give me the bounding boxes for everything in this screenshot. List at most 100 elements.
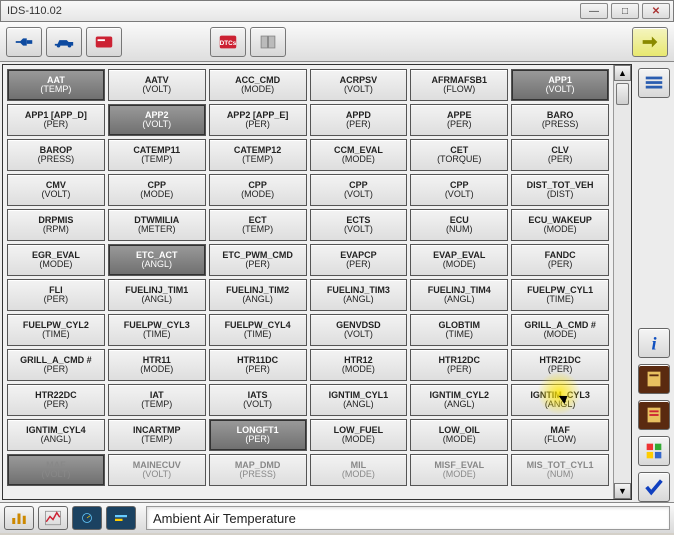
param-cell[interactable]: MISF_EVAL(MODE): [410, 454, 508, 486]
param-cell[interactable]: FUELINJ_TIM1(ANGL): [108, 279, 206, 311]
scroll-up[interactable]: ▲: [614, 65, 631, 81]
param-cell[interactable]: HTR11(MODE): [108, 349, 206, 381]
param-cell[interactable]: HTR12(MODE): [310, 349, 408, 381]
minimize-button[interactable]: —: [580, 3, 608, 19]
param-cell[interactable]: EVAPCP(PER): [310, 244, 408, 276]
param-cell[interactable]: MAF(FLOW): [511, 419, 609, 451]
param-cell[interactable]: IGNTIM_CYL4(ANGL): [7, 419, 105, 451]
param-cell[interactable]: IGNTIM_CYL3(ANGL): [511, 384, 609, 416]
param-cell[interactable]: DTWMILIA(METER): [108, 209, 206, 241]
param-cell[interactable]: CATEMP12(TEMP): [209, 139, 307, 171]
param-cell[interactable]: CPP(MODE): [209, 174, 307, 206]
param-cell[interactable]: LONGFT1(PER): [209, 419, 307, 451]
dtc-icon[interactable]: DTCs: [210, 27, 246, 57]
param-cell[interactable]: MIS_TOT_CYL1(NUM): [511, 454, 609, 486]
param-cell[interactable]: CMV(VOLT): [7, 174, 105, 206]
param-cell[interactable]: APP1(VOLT): [511, 69, 609, 101]
scroll-thumb[interactable]: [616, 83, 629, 105]
param-cell[interactable]: GLOBTIM(TIME): [410, 314, 508, 346]
param-cell[interactable]: FUELINJ_TIM2(ANGL): [209, 279, 307, 311]
truck-icon[interactable]: [46, 27, 82, 57]
param-cell[interactable]: ECU(NUM): [410, 209, 508, 241]
param-cell[interactable]: BARO(PRESS): [511, 104, 609, 136]
param-cell[interactable]: HTR21DC(PER): [511, 349, 609, 381]
palette-icon[interactable]: [638, 436, 670, 466]
param-cell[interactable]: APPE(PER): [410, 104, 508, 136]
maximize-button[interactable]: □: [611, 3, 639, 19]
param-cell[interactable]: AAT(TEMP): [7, 69, 105, 101]
param-cell[interactable]: DIST_TOT_VEH(DIST): [511, 174, 609, 206]
param-cell[interactable]: FUELPW_CYL2(TIME): [7, 314, 105, 346]
param-cell[interactable]: AFRMAFSB1(FLOW): [410, 69, 508, 101]
param-cell[interactable]: CLV(PER): [511, 139, 609, 171]
meter-icon[interactable]: [106, 506, 136, 530]
param-cell[interactable]: MIL(MODE): [310, 454, 408, 486]
param-cell[interactable]: GENVDSD(VOLT): [310, 314, 408, 346]
param-cell[interactable]: MAF(VOLT): [7, 454, 105, 486]
param-cell[interactable]: DRPMIS(RPM): [7, 209, 105, 241]
vertical-scrollbar[interactable]: ▲ ▼: [613, 65, 631, 499]
param-cell[interactable]: MAINECUV(VOLT): [108, 454, 206, 486]
chart2-icon[interactable]: [38, 506, 68, 530]
book-icon[interactable]: [250, 27, 286, 57]
top-toolbar: DTCs: [0, 22, 674, 62]
param-cell[interactable]: ECU_WAKEUP(MODE): [511, 209, 609, 241]
chart1-icon[interactable]: [4, 506, 34, 530]
close-button[interactable]: ✕: [642, 3, 670, 19]
param-cell[interactable]: FUELINJ_TIM4(ANGL): [410, 279, 508, 311]
param-cell[interactable]: INCARTMP(TEMP): [108, 419, 206, 451]
param-cell[interactable]: FUELPW_CYL3(TIME): [108, 314, 206, 346]
param-cell[interactable]: CCM_EVAL(MODE): [310, 139, 408, 171]
param-cell[interactable]: CPP(MODE): [108, 174, 206, 206]
param-cell[interactable]: HTR22DC(PER): [7, 384, 105, 416]
param-cell[interactable]: CATEMP11(TEMP): [108, 139, 206, 171]
param-cell[interactable]: APP2 [APP_E](PER): [209, 104, 307, 136]
info-icon[interactable]: i: [638, 328, 670, 358]
check-icon[interactable]: [638, 472, 670, 502]
param-cell[interactable]: APPD(PER): [310, 104, 408, 136]
param-cell[interactable]: FUELPW_CYL1(TIME): [511, 279, 609, 311]
gauge-icon[interactable]: [72, 506, 102, 530]
doc2-icon[interactable]: [638, 400, 670, 430]
param-cell[interactable]: FANDC(PER): [511, 244, 609, 276]
param-cell[interactable]: APP2(VOLT): [108, 104, 206, 136]
param-cell[interactable]: ECT(TEMP): [209, 209, 307, 241]
param-cell[interactable]: ACC_CMD(MODE): [209, 69, 307, 101]
doc1-icon[interactable]: [638, 364, 670, 394]
param-cell[interactable]: HTR11DC(PER): [209, 349, 307, 381]
scroll-down[interactable]: ▼: [614, 483, 631, 499]
param-unit: (VOLT): [445, 190, 474, 199]
param-cell[interactable]: CET(TORQUE): [410, 139, 508, 171]
param-unit: (TEMP): [141, 435, 172, 444]
param-cell[interactable]: GRILL_A_CMD #(MODE): [511, 314, 609, 346]
param-cell[interactable]: FUELINJ_TIM3(ANGL): [310, 279, 408, 311]
param-cell[interactable]: EGR_EVAL(MODE): [7, 244, 105, 276]
param-cell[interactable]: IAT(TEMP): [108, 384, 206, 416]
param-cell[interactable]: CPP(VOLT): [310, 174, 408, 206]
list-icon[interactable]: [638, 68, 670, 98]
param-cell[interactable]: IGNTIM_CYL2(ANGL): [410, 384, 508, 416]
param-cell[interactable]: IGNTIM_CYL1(ANGL): [310, 384, 408, 416]
card-icon[interactable]: [86, 27, 122, 57]
param-unit: (MODE): [140, 365, 173, 374]
param-cell[interactable]: FLI(PER): [7, 279, 105, 311]
param-cell[interactable]: BAROP(PRESS): [7, 139, 105, 171]
param-cell[interactable]: MAP_DMD(PRESS): [209, 454, 307, 486]
param-unit: (VOLT): [142, 85, 171, 94]
param-cell[interactable]: ECTS(VOLT): [310, 209, 408, 241]
param-cell[interactable]: ETC_PWM_CMD(PER): [209, 244, 307, 276]
param-cell[interactable]: ETC_ACT(ANGL): [108, 244, 206, 276]
param-cell[interactable]: GRILL_A_CMD #(PER): [7, 349, 105, 381]
param-cell[interactable]: IATS(VOLT): [209, 384, 307, 416]
param-cell[interactable]: CPP(VOLT): [410, 174, 508, 206]
param-cell[interactable]: HTR12DC(PER): [410, 349, 508, 381]
param-cell[interactable]: EVAP_EVAL(MODE): [410, 244, 508, 276]
param-cell[interactable]: FUELPW_CYL4(TIME): [209, 314, 307, 346]
param-cell[interactable]: LOW_FUEL(MODE): [310, 419, 408, 451]
param-cell[interactable]: ACRPSV(VOLT): [310, 69, 408, 101]
plug-icon[interactable]: [6, 27, 42, 57]
param-cell[interactable]: APP1 [APP_D](PER): [7, 104, 105, 136]
arrow-right-icon[interactable]: [632, 27, 668, 57]
param-cell[interactable]: LOW_OIL(MODE): [410, 419, 508, 451]
param-cell[interactable]: AATV(VOLT): [108, 69, 206, 101]
